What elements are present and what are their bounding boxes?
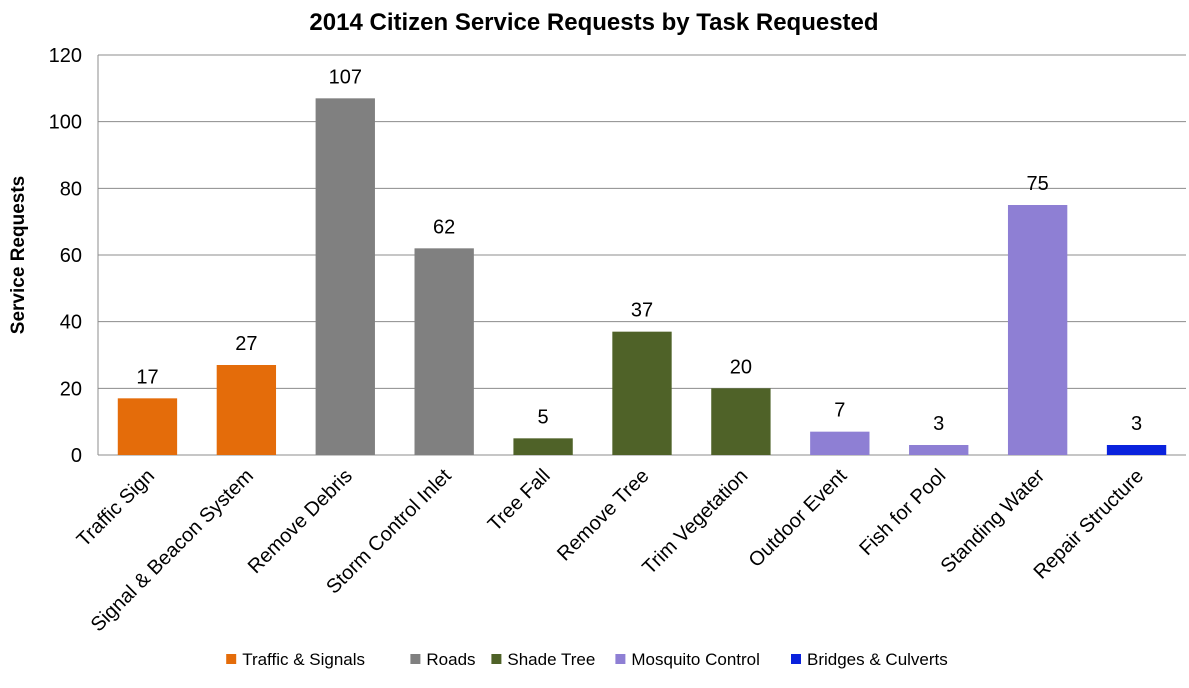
data-label: 3 bbox=[933, 413, 944, 435]
bar bbox=[414, 248, 474, 455]
x-category-label: Traffic Sign bbox=[73, 465, 159, 551]
bar bbox=[315, 98, 375, 455]
x-category-label: Tree Fall bbox=[484, 465, 555, 536]
y-axis-label: Service Requests bbox=[8, 176, 29, 334]
data-label: 27 bbox=[235, 333, 257, 355]
bar bbox=[1007, 205, 1068, 455]
y-tick-label: 20 bbox=[60, 378, 82, 400]
bar bbox=[810, 431, 870, 455]
legend-swatch bbox=[226, 654, 237, 664]
y-tick-label: 60 bbox=[60, 245, 82, 267]
legend-label: Roads bbox=[426, 650, 475, 669]
legend-swatch bbox=[615, 654, 626, 664]
gridlines bbox=[98, 54, 1186, 389]
legend: Traffic & Signals Roads Shade Tree Mosquito… bbox=[226, 650, 948, 669]
bar bbox=[513, 438, 573, 455]
bar bbox=[711, 388, 771, 455]
data-label: 5 bbox=[538, 406, 549, 428]
x-category-label: Trim Vegetation bbox=[638, 465, 752, 579]
data-label: 20 bbox=[730, 356, 752, 378]
chart-title: 2014 Citizen Service Requests by Task Re… bbox=[309, 9, 878, 36]
data-label: 3 bbox=[1131, 413, 1142, 435]
data-labels: 17 27 107 62 5 37 20 7 3 75 3 bbox=[136, 66, 1142, 435]
data-label: 75 bbox=[1027, 173, 1049, 195]
legend-label: Bridges & Culverts bbox=[807, 650, 948, 669]
legend-label: Traffic & Signals bbox=[242, 650, 365, 669]
bar bbox=[909, 445, 969, 455]
y-tick-label: 100 bbox=[49, 112, 82, 134]
bar bbox=[612, 331, 672, 455]
x-category-label: Repair Structure bbox=[1030, 465, 1149, 584]
bar bbox=[117, 398, 178, 455]
y-tick-label: 80 bbox=[60, 178, 82, 200]
legend-swatch bbox=[491, 654, 502, 664]
legend-label: Shade Tree bbox=[507, 650, 595, 669]
data-label: 37 bbox=[631, 300, 653, 322]
legend-swatch bbox=[410, 654, 421, 664]
y-tick-label: 40 bbox=[60, 312, 82, 334]
data-label: 17 bbox=[136, 366, 158, 388]
x-category-label: Outdoor Event bbox=[745, 465, 852, 572]
legend-label: Mosquito Control bbox=[631, 650, 760, 669]
bar bbox=[1106, 445, 1167, 455]
x-category-label: Fish for Pool bbox=[855, 465, 950, 560]
bar bbox=[216, 365, 277, 455]
bars bbox=[117, 98, 1167, 455]
y-tick-label: 120 bbox=[49, 45, 82, 67]
data-label: 62 bbox=[433, 216, 455, 238]
y-tick-labels: 0 20 40 60 80 100 120 bbox=[49, 45, 82, 467]
data-label: 7 bbox=[834, 400, 845, 422]
x-category-label: Remove Debris bbox=[244, 465, 357, 578]
y-tick-label: 0 bbox=[71, 445, 82, 467]
x-category-label: Remove Tree bbox=[553, 465, 653, 565]
x-category-label: Signal & Beacon System bbox=[87, 465, 258, 636]
data-label: 107 bbox=[329, 66, 362, 88]
x-category-label: Standing Water bbox=[937, 465, 1050, 578]
legend-swatch bbox=[791, 654, 801, 664]
